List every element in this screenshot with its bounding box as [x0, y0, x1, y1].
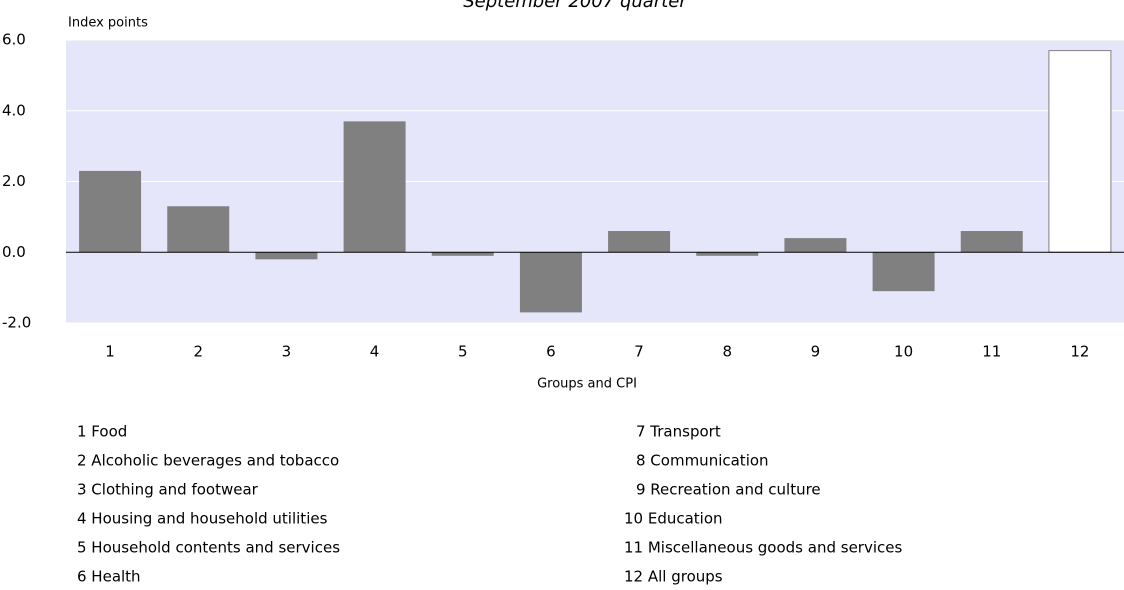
bar: [431, 252, 494, 256]
x-tick-label: 2: [193, 343, 203, 361]
bar: [872, 252, 935, 292]
y-tick-label: 4.0: [2, 101, 26, 119]
bar: [519, 252, 582, 313]
legend-item: 11 Miscellaneous goods and services: [624, 539, 902, 557]
chart-subtitle: September 2007 quarter: [463, 0, 688, 12]
bar: [1048, 50, 1112, 253]
legend-item: 7 Transport: [636, 423, 721, 441]
legend-item: 2 Alcoholic beverages and tobacco: [77, 452, 339, 470]
x-tick-label: 9: [811, 343, 821, 361]
x-tick-label: 5: [458, 343, 468, 361]
x-tick-label: 4: [370, 343, 380, 361]
bar: [79, 170, 142, 253]
y-tick-label: 6.0: [2, 31, 26, 49]
x-tick-label: 1: [105, 343, 115, 361]
x-tick-label: 3: [282, 343, 292, 361]
legend-item: 5 Household contents and services: [77, 539, 340, 557]
x-tick-label: 8: [722, 343, 732, 361]
bar: [608, 231, 671, 253]
x-tick-label: 11: [982, 343, 1001, 361]
legend-item: 6 Health: [77, 568, 141, 586]
bar: [784, 238, 847, 253]
bar: [696, 252, 759, 256]
y-tick-label: 2.0: [2, 172, 26, 190]
x-tick-label: 7: [634, 343, 644, 361]
legend-item: 4 Housing and household utilities: [77, 510, 328, 528]
legend-item: 9 Recreation and culture: [636, 481, 821, 499]
x-tick-label: 10: [894, 343, 913, 361]
bar: [343, 121, 406, 253]
x-tick-label: 6: [546, 343, 556, 361]
y-axis-label: Index points: [68, 16, 148, 31]
x-tick-label: 12: [1070, 343, 1089, 361]
bar: [960, 231, 1023, 253]
bar: [255, 252, 318, 260]
legend-item: 10 Education: [624, 510, 723, 528]
x-axis-label: Groups and CPI: [537, 377, 637, 392]
legend-item: 8 Communication: [636, 452, 769, 470]
legend-item: 3 Clothing and footwear: [77, 481, 259, 499]
y-tick-label: -2.0: [2, 314, 31, 332]
bar: [167, 206, 230, 253]
legend-item: 12 All groups: [624, 568, 723, 586]
y-tick-label: 0.0: [2, 243, 26, 261]
legend-item: 1 Food: [77, 423, 127, 441]
